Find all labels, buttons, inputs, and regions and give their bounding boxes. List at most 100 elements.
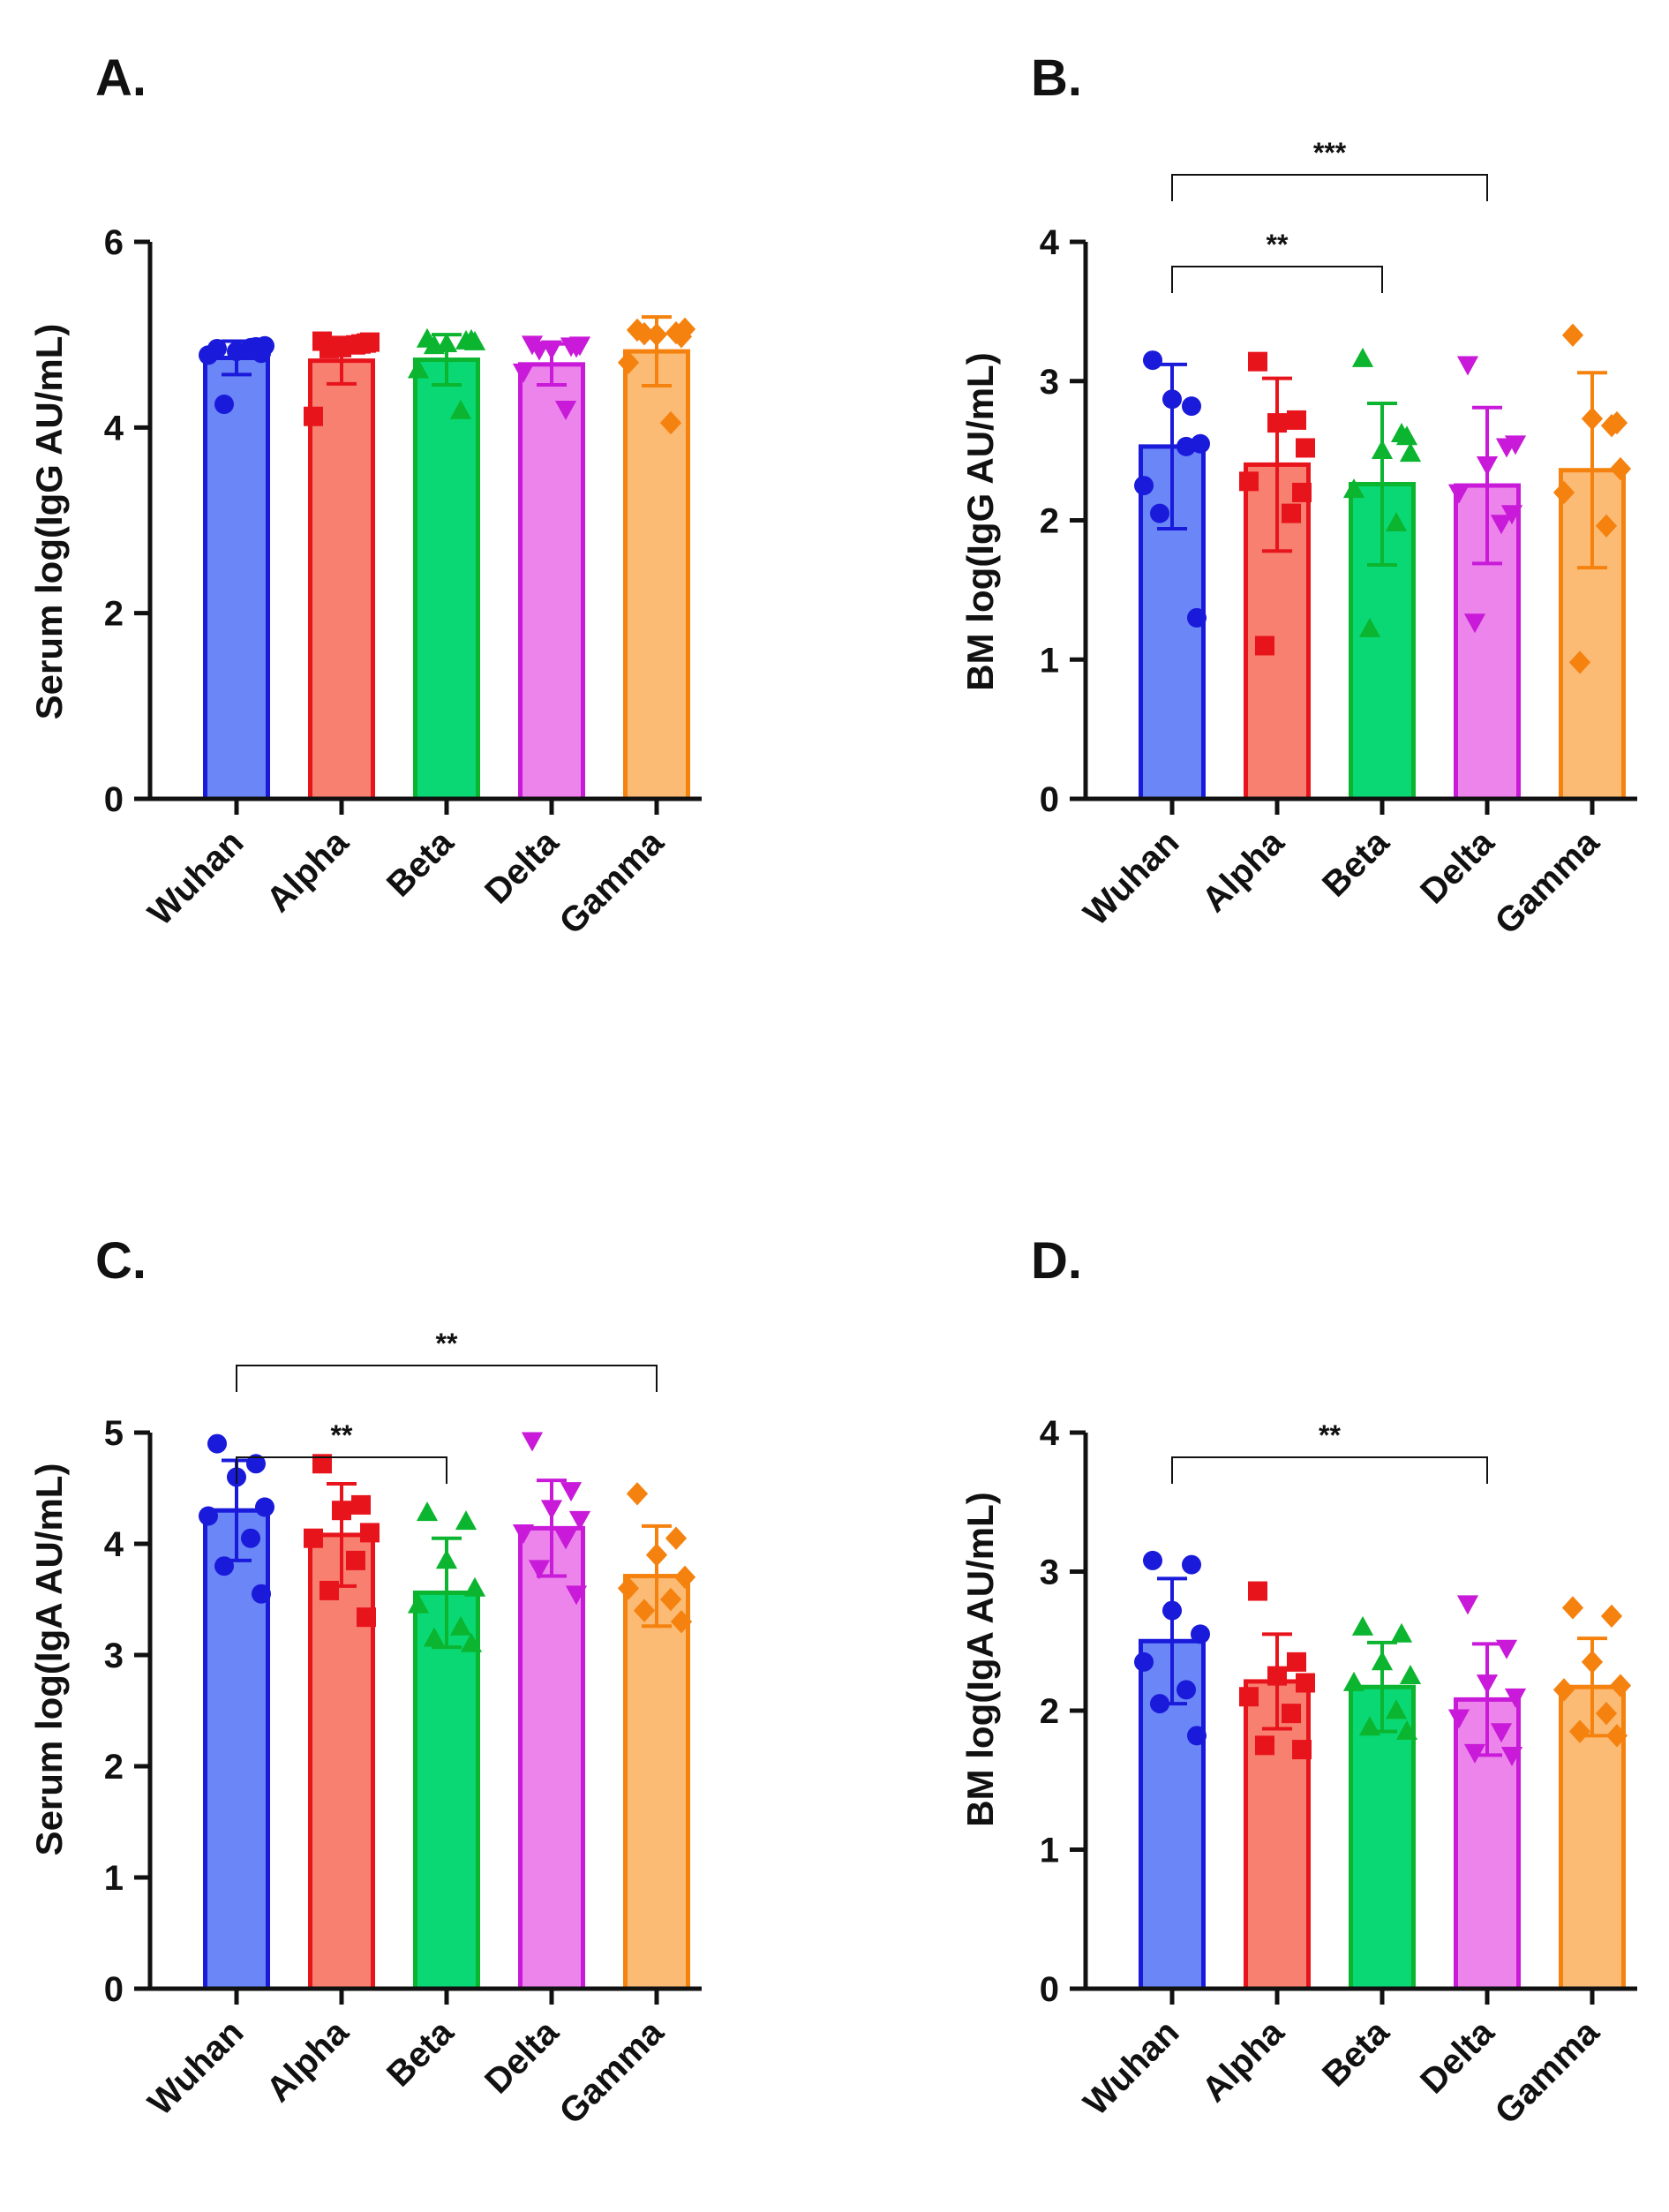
panel-d-y-tick-label: 1 (1040, 1832, 1059, 1870)
panel-b-point-gamma (1595, 514, 1618, 538)
panel-c-y-tick-label: 5 (104, 1414, 124, 1453)
panel-b-point-delta (1456, 356, 1479, 376)
panel-b-point-alpha (1239, 471, 1259, 492)
panel-c-point-gamma (670, 1610, 693, 1634)
panel-c-point-alpha (357, 1607, 376, 1628)
panel-a-y-tick-label: 2 (104, 595, 124, 634)
panel-a-bar-delta (518, 362, 585, 801)
panel-b-point-wuhan (1143, 350, 1162, 371)
panel-b-point-gamma (1568, 651, 1591, 674)
panel-c-point-delta (528, 1560, 551, 1580)
panel-c-point-delta (554, 1530, 577, 1550)
panel-d-point-beta (1390, 1622, 1413, 1643)
panel-b-y-tick-label: 0 (1040, 780, 1059, 819)
panel-b-point-gamma (1552, 480, 1575, 505)
panel-d-bar-alpha (1244, 1679, 1311, 1991)
panel-b-y-tick-label: 1 (1040, 641, 1059, 680)
panel-b-point-delta (1504, 435, 1527, 455)
panel-b-point-wuhan (1182, 396, 1201, 417)
panel-c-bar-wuhan (203, 1508, 270, 1991)
panel-d-point-beta (1358, 1716, 1381, 1736)
panel-a-point-delta (554, 400, 577, 420)
panel-c-point-delta (565, 1585, 588, 1606)
panel-b-point-beta (1351, 347, 1374, 367)
panel-c-label: C. (95, 1232, 147, 1290)
panel-d-point-beta (1342, 1671, 1365, 1691)
panel-c-significance-label: ** (436, 1328, 458, 1359)
panel-b-point-wuhan (1162, 389, 1182, 410)
panel-a-point-alpha (357, 333, 376, 353)
panel-a-point-gamma (670, 325, 693, 349)
panel-d-point-wuhan (1150, 1694, 1169, 1714)
panel-c-bar-gamma (623, 1574, 690, 1991)
panel-a-point-beta (435, 333, 458, 353)
panel-b-y-tick-label: 2 (1040, 502, 1059, 541)
panel-c-point-wuhan (199, 1506, 218, 1526)
panel-d-point-beta (1351, 1615, 1374, 1636)
panel-b-point-wuhan (1150, 503, 1169, 523)
panel-d-point-gamma (1552, 1678, 1575, 1702)
panel-c-y-tick-label: 0 (104, 1970, 124, 2009)
panel-b-point-delta (1476, 456, 1499, 477)
panel-c-point-delta (540, 1500, 563, 1520)
panel-d-point-delta (1495, 1639, 1518, 1659)
panel-c-y-axis-title: Serum log(IgA AU/mL) (28, 1463, 70, 1856)
panel-c-point-alpha (332, 1501, 351, 1521)
panel-a-y-tick-label: 0 (104, 780, 124, 819)
panel-d-point-wuhan (1182, 1554, 1201, 1575)
panel-d-point-gamma (1609, 1674, 1632, 1697)
panel-d-point-beta (1395, 1719, 1418, 1740)
panel-b-point-alpha (1255, 636, 1274, 656)
panel-a-point-beta (460, 328, 483, 349)
panel-a-point-beta (423, 335, 446, 355)
panel-c-point-beta (423, 1627, 446, 1647)
panel-d-point-gamma (1581, 1650, 1604, 1674)
panel-b-point-alpha (1287, 410, 1306, 430)
panel-c-y-tick-label: 1 (104, 1859, 124, 1898)
panel-c-point-gamma (633, 1599, 656, 1622)
panel-d-point-alpha (1287, 1651, 1306, 1672)
panel-a-point-delta (512, 363, 535, 383)
panel-d-y-tick-label: 2 (1040, 1692, 1059, 1731)
panel-b-point-beta (1358, 617, 1381, 637)
panel-c-point-beta (407, 1593, 430, 1614)
panel-b-significance-label: ** (1267, 229, 1289, 260)
panel-a-point-beta (449, 399, 472, 419)
panel-c-point-delta (512, 1524, 535, 1545)
panel-c-point-gamma (659, 1587, 682, 1612)
panel-d-y-axis-title: BM log(IgA AU/mL) (959, 1492, 1001, 1826)
panel-c-point-beta (435, 1549, 458, 1569)
panel-a-bar-alpha (308, 358, 375, 801)
panel-a-point-gamma (645, 322, 668, 347)
panel-b-point-delta (1490, 515, 1513, 535)
panel-d-point-gamma (1568, 1719, 1591, 1743)
panel-b-point-gamma (1561, 323, 1584, 347)
panel-c-bar-alpha (308, 1532, 375, 1991)
panel-a-point-wuhan (252, 343, 271, 364)
panel-d-point-delta (1456, 1595, 1479, 1615)
panel-b-point-wuhan (1134, 476, 1154, 496)
panel-c-significance-label: ** (331, 1419, 353, 1451)
panel-b-point-alpha (1267, 413, 1287, 433)
panel-c-point-alpha (351, 1494, 371, 1515)
panel-c-point-delta (521, 1432, 544, 1452)
panel-d-y-tick-label: 0 (1040, 1970, 1059, 2009)
panel-b-point-gamma (1605, 410, 1628, 435)
panel-d-point-delta (1463, 1743, 1486, 1764)
panel-c-significance-bracket (236, 1456, 447, 1484)
panel-b-point-delta (1500, 505, 1523, 525)
panel-d-point-wuhan (1177, 1680, 1196, 1700)
panel-b-significance-bracket (1171, 174, 1488, 201)
panel-c-point-gamma (645, 1543, 668, 1567)
panel-b-point-gamma (1581, 407, 1604, 431)
panel-d-point-beta (1399, 1664, 1422, 1684)
panel-d-point-gamma (1561, 1596, 1584, 1620)
panel-b-point-beta (1385, 512, 1408, 532)
panel-b-point-delta (1463, 613, 1486, 634)
panel-a-point-gamma (659, 410, 682, 435)
panel-b-point-gamma (1609, 456, 1632, 481)
panel-a-point-alpha (304, 406, 323, 426)
panel-a-point-delta (565, 338, 588, 358)
